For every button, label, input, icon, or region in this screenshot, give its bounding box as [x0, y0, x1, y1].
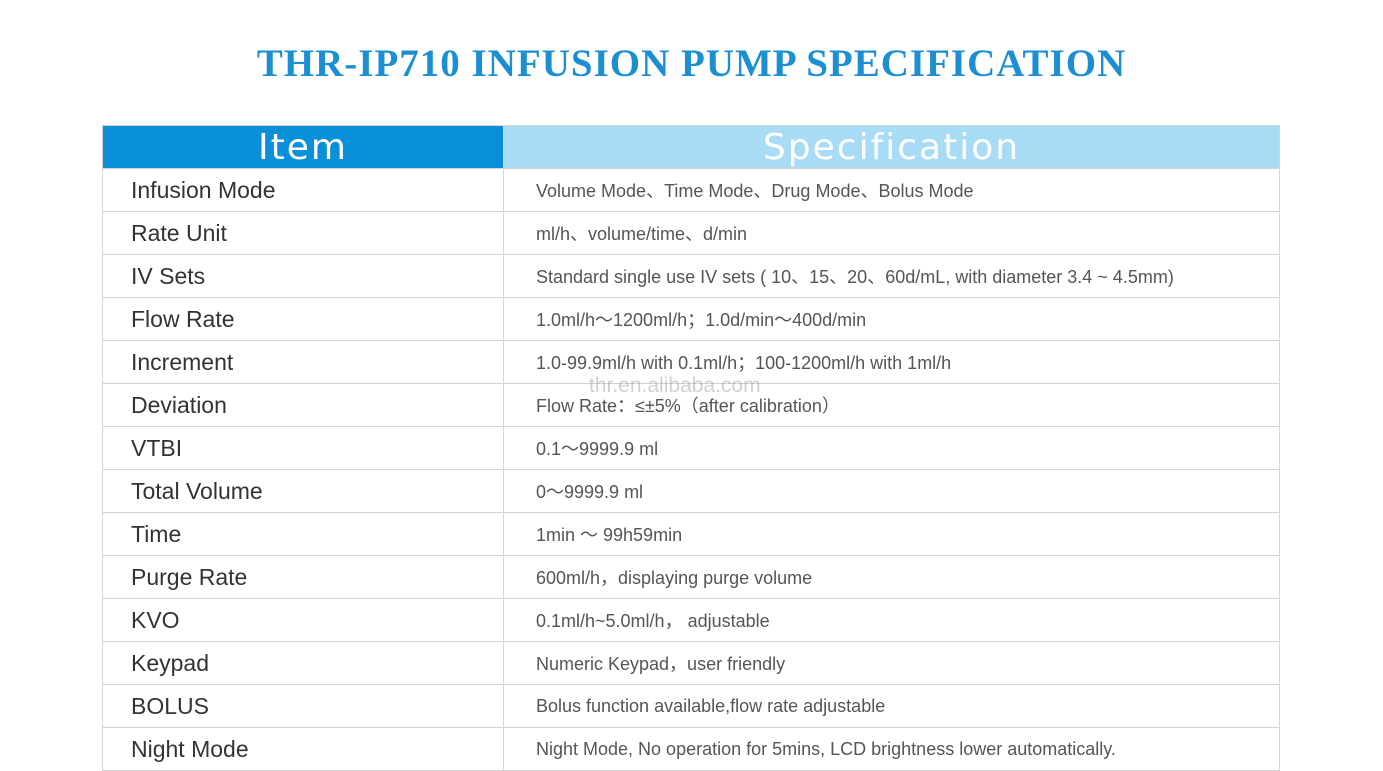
item-cell: Deviation — [102, 383, 504, 427]
table-row: Deviation Flow Rate：≤±5%（after calibrati… — [102, 383, 1280, 427]
table-row: KVO 0.1ml/h~5.0ml/h， adjustable — [102, 598, 1280, 642]
item-cell: Infusion Mode — [102, 168, 504, 212]
item-cell: BOLUS — [102, 684, 504, 728]
item-cell: Total Volume — [102, 469, 504, 513]
item-cell: VTBI — [102, 426, 504, 470]
item-cell: Time — [102, 512, 504, 556]
item-cell: Night Mode — [102, 727, 504, 771]
item-cell: Flow Rate — [102, 297, 504, 341]
table-row: IV Sets Standard single use IV sets ( 10… — [102, 254, 1280, 298]
spec-cell: 0～9999.9 ml — [503, 469, 1280, 513]
table-row: Rate Unit ml/h、volume/time、d/min — [102, 211, 1280, 255]
table-header-row: Item Specification — [102, 125, 1280, 169]
page-title: THR-IP710 INFUSION PUMP SPECIFICATION — [256, 42, 1127, 85]
spec-cell: 1.0ml/h～1200ml/h；1.0d/min～400d/min — [503, 297, 1280, 341]
item-cell: Purge Rate — [102, 555, 504, 599]
table-row: Keypad Numeric Keypad，user friendly — [102, 641, 1280, 685]
table-row: Increment 1.0-99.9ml/h with 0.1ml/h；100-… — [102, 340, 1280, 384]
spec-cell: Standard single use IV sets ( 10、15、20、6… — [503, 254, 1280, 298]
table-row: BOLUS Bolus function available,flow rate… — [102, 684, 1280, 728]
specification-column-header: Specification — [503, 125, 1280, 169]
table-row: Total Volume 0～9999.9 ml — [102, 469, 1280, 513]
item-cell: IV Sets — [102, 254, 504, 298]
item-cell: KVO — [102, 598, 504, 642]
item-cell: Increment — [102, 340, 504, 384]
spec-cell: Numeric Keypad，user friendly — [503, 641, 1280, 685]
spec-cell: Flow Rate：≤±5%（after calibration） — [503, 383, 1280, 427]
item-cell: Rate Unit — [102, 211, 504, 255]
item-column-header: Item — [102, 125, 504, 169]
table-row: Night Mode Night Mode, No operation for … — [102, 727, 1280, 771]
spec-cell: ml/h、volume/time、d/min — [503, 211, 1280, 255]
spec-cell: 0.1ml/h~5.0ml/h， adjustable — [503, 598, 1280, 642]
spec-cell: 1min ～ 99h59min — [503, 512, 1280, 556]
table-row: Purge Rate 600ml/h，displaying purge volu… — [102, 555, 1280, 599]
spec-cell: 1.0-99.9ml/h with 0.1ml/h；100-1200ml/h w… — [503, 340, 1280, 384]
table-row: VTBI 0.1～9999.9 ml — [102, 426, 1280, 470]
specification-table: Item Specification Infusion Mode Volume … — [102, 125, 1280, 771]
spec-cell: 600ml/h，displaying purge volume — [503, 555, 1280, 599]
item-cell: Keypad — [102, 641, 504, 685]
spec-cell: 0.1～9999.9 ml — [503, 426, 1280, 470]
spec-cell: Night Mode, No operation for 5mins, LCD … — [503, 727, 1280, 771]
table-row: Time 1min ～ 99h59min — [102, 512, 1280, 556]
spec-cell: Volume Mode、Time Mode、Drug Mode、Bolus Mo… — [503, 168, 1280, 212]
table-row: Infusion Mode Volume Mode、Time Mode、Drug… — [102, 168, 1280, 212]
spec-cell: Bolus function available,flow rate adjus… — [503, 684, 1280, 728]
table-row: Flow Rate 1.0ml/h～1200ml/h；1.0d/min～400d… — [102, 297, 1280, 341]
